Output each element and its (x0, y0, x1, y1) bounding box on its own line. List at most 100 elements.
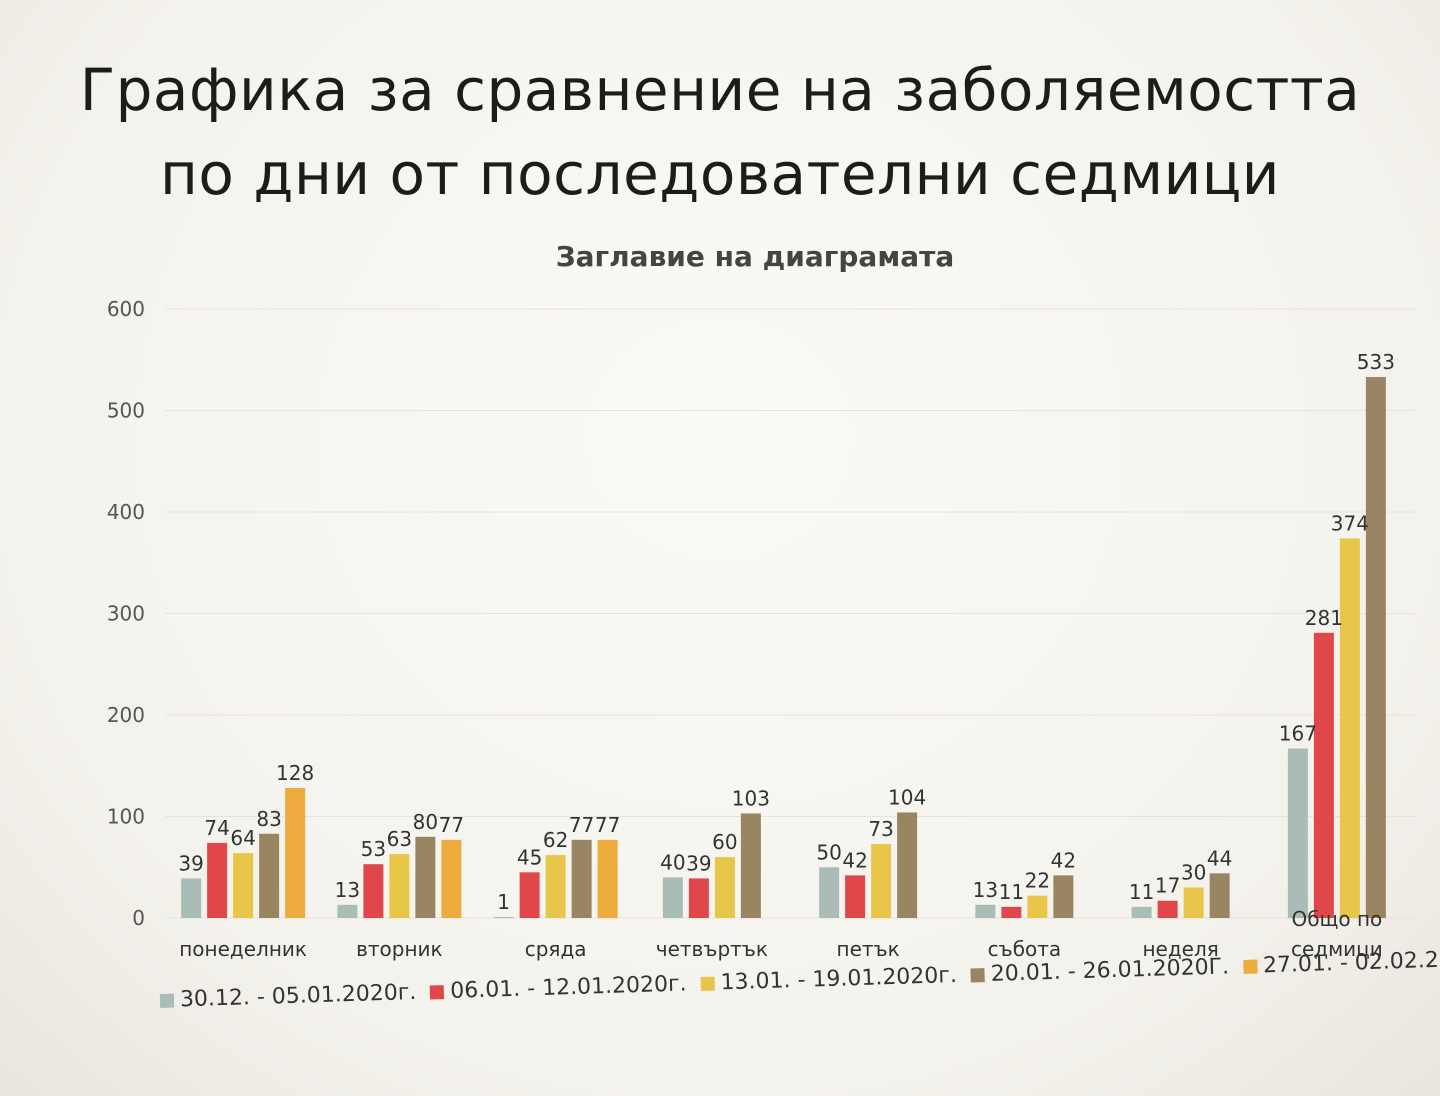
bar (493, 916, 514, 918)
y-tick-label: 500 (107, 399, 145, 423)
data-label: 39 (178, 851, 203, 875)
bar (285, 788, 306, 918)
legend-swatch (1242, 959, 1258, 974)
legend-swatch (700, 976, 715, 991)
y-axis: 0 100 200 300 400 500 600 (107, 297, 145, 930)
data-label: 167 (1279, 721, 1317, 745)
data-label: 39 (686, 851, 711, 875)
bar (181, 878, 202, 918)
bar (662, 877, 683, 918)
data-label: 53 (361, 837, 386, 861)
data-label: 80 (413, 810, 438, 834)
legend-swatch (430, 984, 445, 1000)
bar (975, 904, 996, 918)
category-label: Общо по седмици (1291, 907, 1383, 961)
bar (1209, 873, 1230, 918)
data-label: 77 (569, 813, 594, 837)
y-tick-label: 300 (107, 602, 145, 626)
category-label: петък (837, 937, 900, 961)
bar (1157, 900, 1178, 918)
bar (1001, 906, 1022, 918)
bar (1053, 875, 1074, 918)
category-label: понеделник (179, 937, 307, 961)
data-label: 13 (335, 878, 360, 902)
data-label: 83 (256, 807, 281, 831)
bars-layer (181, 377, 1386, 918)
data-label: 103 (732, 786, 770, 810)
data-label: 30 (1181, 861, 1206, 885)
data-label: 17 (1155, 874, 1180, 898)
legend-swatch (970, 967, 986, 983)
grid-layer (165, 308, 1415, 919)
bar (819, 867, 840, 918)
data-label: 42 (1051, 848, 1076, 872)
bar (233, 853, 254, 918)
data-label: 62 (543, 828, 568, 852)
page-title-line-1: Графика за сравнение на заболяемостта (79, 56, 1361, 124)
category-label: вторник (356, 937, 443, 961)
data-label: 22 (1025, 869, 1050, 893)
data-label: 11 (999, 880, 1024, 904)
bar (415, 836, 436, 918)
bar (519, 872, 540, 918)
bar (441, 839, 462, 918)
bar (1131, 906, 1152, 918)
bar (845, 875, 866, 918)
data-label: 64 (230, 826, 255, 850)
chart-title: Заглавие на диаграмата (555, 240, 955, 273)
data-label: 73 (868, 817, 893, 841)
data-label: 50 (816, 840, 841, 864)
data-label: 11 (1129, 880, 1154, 904)
data-label: 374 (1331, 511, 1369, 535)
data-label: 104 (888, 785, 926, 809)
data-label: 74 (204, 816, 229, 840)
bar (1183, 887, 1204, 918)
bar (1339, 538, 1360, 918)
legend-swatch (159, 993, 175, 1008)
bar (337, 904, 358, 918)
bar (545, 855, 566, 918)
category-label: четвъртък (656, 937, 768, 961)
data-label: 281 (1305, 606, 1343, 630)
bar (1287, 748, 1308, 918)
y-tick-label: 600 (107, 297, 145, 321)
bar (688, 878, 709, 918)
bar (1365, 377, 1386, 918)
data-label: 533 (1357, 350, 1395, 374)
data-label: 44 (1207, 846, 1232, 870)
y-tick-label: 400 (107, 500, 145, 524)
data-label: 77 (595, 813, 620, 837)
bar (259, 833, 280, 918)
category-label: събота (988, 937, 1062, 961)
data-label: 13 (973, 878, 998, 902)
data-label: 42 (842, 848, 867, 872)
y-tick-label: 0 (132, 906, 145, 930)
bar (571, 839, 592, 918)
data-label: 63 (387, 827, 412, 851)
data-label: 128 (276, 761, 314, 785)
bar (1313, 632, 1334, 918)
data-label: 45 (517, 845, 542, 869)
bar (389, 854, 410, 918)
data-label: 77 (439, 813, 464, 837)
page-title-line-2: по дни от последователни седмици (160, 140, 1280, 208)
bar (714, 857, 735, 918)
bar (597, 839, 618, 918)
bar (871, 843, 892, 918)
bar (1027, 895, 1048, 918)
data-label: 1 (497, 890, 510, 914)
y-tick-label: 100 (107, 805, 145, 829)
data-label: 40 (660, 850, 685, 874)
x-axis: понеделник вторник сряда четвъртък петък събо… (179, 907, 1383, 961)
bar (363, 864, 384, 918)
bar (897, 812, 918, 918)
bar (740, 813, 761, 918)
y-tick-label: 200 (107, 703, 145, 727)
category-label: сряда (525, 937, 587, 961)
data-label: 60 (712, 830, 737, 854)
category-label: неделя (1142, 937, 1218, 961)
bar (207, 842, 228, 918)
